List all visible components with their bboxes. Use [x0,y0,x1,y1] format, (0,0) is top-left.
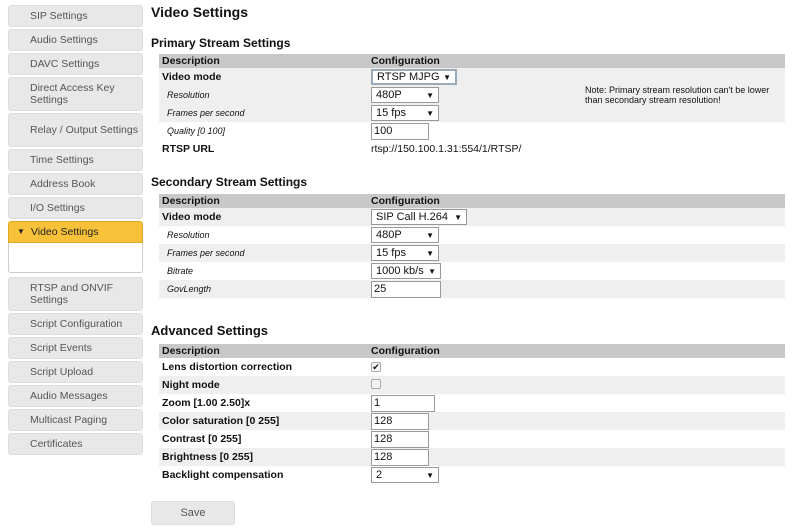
col-configuration: Configuration [368,344,785,358]
label: Quality [0 100] [167,126,226,136]
nav-script-events[interactable]: Script Events [8,337,143,359]
rtsp-url: rtsp://150.100.1.31:554/1/RTSP/ [371,143,522,155]
label: Resolution [167,230,210,240]
primary-resolution-select[interactable]: 480P ▼ [371,87,439,103]
label: Frames per second [159,244,368,262]
lens-distortion-checkbox[interactable]: ✔ [371,362,381,372]
nav-label: Video Settings [30,226,99,238]
secondary-video-mode-select[interactable]: SIP Call H.264 ▼ [371,209,467,225]
col-configuration: Configuration [368,194,785,208]
color-saturation-input[interactable]: 128 [371,412,429,430]
dropdown-arrow-icon: ▼ [426,230,434,240]
resolution-note: Note: Primary stream resolution can't be… [575,68,785,122]
main-content: Video Settings Primary Stream Settings D… [151,0,791,525]
caret-down-icon: ▼ [17,227,25,236]
nav-audio-settings[interactable]: Audio Settings [8,29,143,51]
primary-fps-select[interactable]: 15 fps ▼ [371,105,439,121]
nav-relay-output-settings[interactable]: Relay / Output Settings [8,113,143,147]
col-description: Description [159,194,368,208]
value: 1000 kb/s [376,265,424,277]
dropdown-arrow-icon: ▼ [426,90,434,100]
nav-video-settings[interactable]: ▼ Video Settings [8,221,143,243]
backlight-compensation-select[interactable]: 2 ▼ [371,467,439,483]
contrast-input[interactable]: 128 [371,430,429,448]
label: Backlight compensation [162,469,284,481]
nav-script-upload[interactable]: Script Upload [8,361,143,383]
primary-stream-table: Description Configuration Video mode RTSP … [159,54,785,158]
advanced-settings-title: Advanced Settings [151,323,269,338]
zoom-input[interactable]: 1 [371,394,435,412]
brightness-input[interactable]: 128 [371,448,429,466]
label: GovLength [159,280,368,298]
dropdown-arrow-icon: ▼ [426,248,434,258]
label: Contrast [0 255] [162,433,242,445]
label: RTSP URL [162,143,215,155]
value: 15 fps [376,107,406,119]
save-button[interactable]: Save [151,501,235,525]
night-mode-checkbox[interactable] [371,378,381,389]
col-description: Description [159,54,368,68]
label: Zoom [1.00 2.50]x [162,397,251,409]
secondary-stream-title: Secondary Stream Settings [151,175,308,189]
nav-script-configuration[interactable]: Script Configuration [8,313,143,335]
dropdown-arrow-icon: ▼ [454,212,462,222]
primary-stream-title: Primary Stream Settings [151,36,291,50]
nav-io-settings[interactable]: I/O Settings [8,197,143,219]
nav-audio-messages[interactable]: Audio Messages [8,385,143,407]
video-submenu [8,243,143,273]
label: Frames per second [159,104,368,122]
dropdown-arrow-icon: ▼ [426,108,434,118]
nav-address-book[interactable]: Address Book [8,173,143,195]
sidebar: SIP Settings Audio Settings DAVC Setting… [8,5,143,457]
secondary-fps-select[interactable]: 15 fps ▼ [371,245,439,261]
value: 480P [376,89,402,101]
value: RTSP MJPG [377,71,440,83]
label: Resolution [159,86,368,104]
secondary-stream-table: Description Configuration Video mode SIP C… [159,194,785,298]
nav-multicast-paging[interactable]: Multicast Paging [8,409,143,431]
dropdown-arrow-icon: ▼ [428,266,436,276]
label: Brightness [0 255] [159,448,368,466]
value: 2 [376,469,383,481]
dropdown-arrow-icon: ▼ [443,72,451,82]
nav-direct-access-key-settings[interactable]: Direct Access Key Settings [8,77,143,111]
value: SIP Call H.264 [376,211,448,223]
nav-time-settings[interactable]: Time Settings [8,149,143,171]
label: Video mode [159,68,368,86]
secondary-resolution-select[interactable]: 480P ▼ [371,227,439,243]
primary-quality-input[interactable]: 100 [371,122,429,140]
value: 480P [376,229,402,241]
nav-davc-settings[interactable]: DAVC Settings [8,53,143,75]
label: Video mode [159,208,368,226]
label: Lens distortion correction [162,361,293,373]
advanced-settings-table: Description Configuration Lens distortion… [159,344,785,484]
col-configuration: Configuration [368,54,785,68]
label: Bitrate [167,266,194,276]
secondary-govlength-input[interactable]: 25 [371,280,441,298]
col-description: Description [159,344,368,358]
secondary-bitrate-select[interactable]: 1000 kb/s ▼ [371,263,441,279]
label: Night mode [159,376,368,394]
page-title: Video Settings [151,4,248,20]
nav-rtsp-onvif-settings[interactable]: RTSP and ONVIF Settings [8,277,143,311]
dropdown-arrow-icon: ▼ [426,470,434,480]
value: 15 fps [376,247,406,259]
nav-certificates[interactable]: Certificates [8,433,143,455]
nav-sip-settings[interactable]: SIP Settings [8,5,143,27]
label: Color saturation [0 255] [159,412,368,430]
primary-video-mode-select[interactable]: RTSP MJPG ▼ [371,69,457,85]
